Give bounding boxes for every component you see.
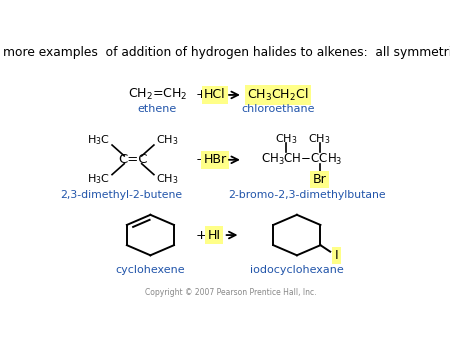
Text: chloroethane: chloroethane bbox=[241, 104, 315, 114]
Text: +: + bbox=[195, 88, 207, 101]
Text: +: + bbox=[195, 228, 207, 242]
Text: HCl: HCl bbox=[204, 88, 226, 101]
Text: more examples  of addition of hydrogen halides to alkenes:  all symmetric: more examples of addition of hydrogen ha… bbox=[3, 45, 450, 59]
Text: Copyright © 2007 Pearson Prentice Hall, Inc.: Copyright © 2007 Pearson Prentice Hall, … bbox=[145, 288, 316, 297]
Text: C=C: C=C bbox=[118, 153, 148, 166]
Text: H$_3$C: H$_3$C bbox=[87, 133, 110, 147]
Text: CH$_3$: CH$_3$ bbox=[275, 132, 297, 146]
Text: CH$_2$=CH$_2$: CH$_2$=CH$_2$ bbox=[128, 87, 187, 102]
Text: CH$_3$: CH$_3$ bbox=[308, 132, 331, 146]
Text: +: + bbox=[195, 153, 207, 166]
Text: Br: Br bbox=[313, 173, 326, 186]
Text: ethene: ethene bbox=[138, 104, 177, 114]
Text: 2-bromo-2,3-dimethylbutane: 2-bromo-2,3-dimethylbutane bbox=[229, 190, 386, 200]
Text: HI: HI bbox=[207, 228, 220, 242]
Text: HBr: HBr bbox=[203, 153, 226, 166]
Text: H$_3$C: H$_3$C bbox=[87, 172, 110, 186]
Text: CH$_3$CH$-$CCH$_3$: CH$_3$CH$-$CCH$_3$ bbox=[261, 152, 343, 167]
Text: cyclohexene: cyclohexene bbox=[116, 265, 185, 275]
Text: 2,3-dimethyl-2-butene: 2,3-dimethyl-2-butene bbox=[60, 190, 182, 200]
Text: CH$_3$: CH$_3$ bbox=[156, 133, 178, 147]
Text: CH$_3$CH$_2$Cl: CH$_3$CH$_2$Cl bbox=[247, 87, 308, 103]
Text: CH$_3$: CH$_3$ bbox=[156, 172, 178, 186]
Text: I: I bbox=[335, 249, 338, 262]
Text: iodocyclohexane: iodocyclohexane bbox=[250, 265, 344, 275]
